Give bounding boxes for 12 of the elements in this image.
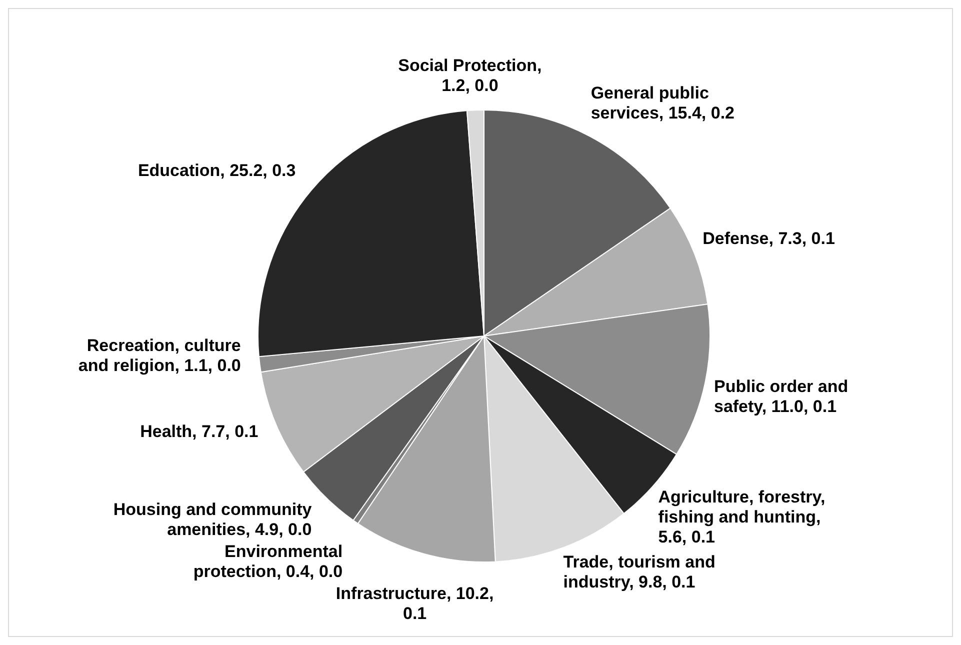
slice-label: Housing and community amenities, 4.9, 0.0 [113,500,312,540]
slice-label: Recreation, culture and religion, 1.1, 0.0 [78,336,241,376]
slice-label: Public order and safety, 11.0, 0.1 [714,376,848,416]
slice-label: Health, 7.7, 0.1 [140,422,258,442]
slice-label: Infrastructure, 10.2, 0.1 [336,584,494,624]
slice-label: Social Protection, 1.2, 0.0 [398,56,542,96]
slice-label: Agriculture, forestry, fishing and hunting, 5.6, 0.1 [658,488,826,547]
slice-label: General public services, 15.4, 0.2 [590,84,735,123]
slice-label: Trade, tourism and industry, 9.8, 0.1 [563,552,716,592]
slice-label: Environmental protection, 0.4, 0.0 [193,542,343,582]
slice-label: Education, 25.2, 0.3 [138,161,296,180]
slice-label: Defense, 7.3, 0.1 [702,228,835,248]
